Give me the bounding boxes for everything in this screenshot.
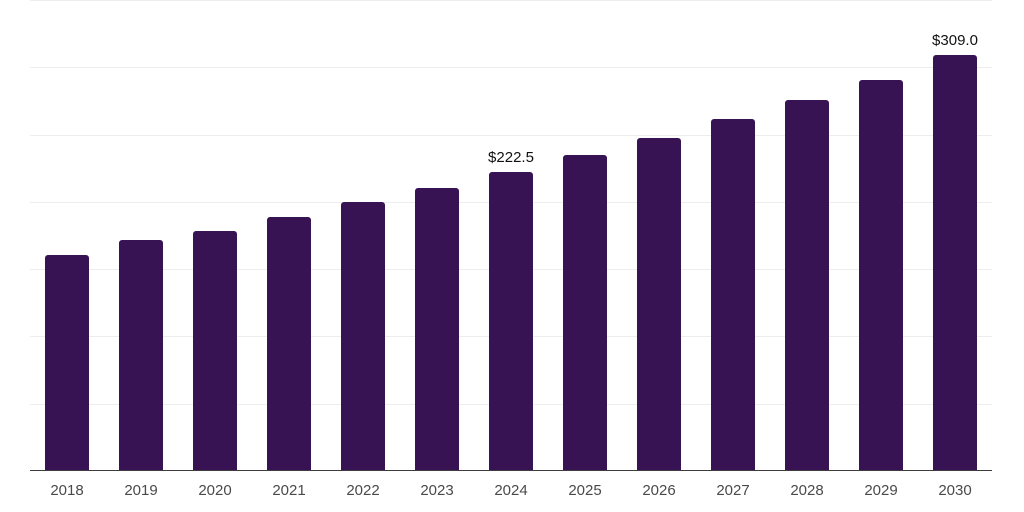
bar-2021 xyxy=(267,216,311,471)
bar-cell xyxy=(622,0,696,471)
x-axis-label-2023: 2023 xyxy=(420,482,454,499)
bar-cell: $222.5 xyxy=(474,0,548,471)
gridline xyxy=(30,134,992,136)
bar-2025 xyxy=(563,154,607,471)
x-axis-label-2028: 2028 xyxy=(790,482,824,499)
bar-cell xyxy=(30,0,104,471)
gridline xyxy=(30,0,992,1)
bar-cell xyxy=(326,0,400,471)
bar-2027 xyxy=(711,119,755,471)
x-axis-label-2024: 2024 xyxy=(494,482,528,499)
bar-2019 xyxy=(119,240,163,471)
bar-cell xyxy=(770,0,844,471)
bar-value-label-2030: $309.0 xyxy=(932,32,978,50)
bar-2022 xyxy=(341,201,385,471)
bar-2030 xyxy=(933,55,977,471)
bar-2026 xyxy=(637,137,681,471)
x-axis-label-2019: 2019 xyxy=(124,482,158,499)
bar-2024 xyxy=(489,171,533,471)
bar-cell xyxy=(178,0,252,471)
bar-2028 xyxy=(785,100,829,471)
x-axis-label-2029: 2029 xyxy=(864,482,898,499)
x-axis: 2018 2019 2020 2021 2022 2023 2024 2025 2026 2027… xyxy=(30,479,992,503)
x-axis-label-2022: 2022 xyxy=(346,482,380,499)
x-axis-label-2025: 2025 xyxy=(568,482,602,499)
x-axis-line xyxy=(30,470,992,471)
bar-value-label-2024: $222.5 xyxy=(488,148,534,166)
gridline xyxy=(30,67,992,69)
x-axis-label-2020: 2020 xyxy=(198,482,232,499)
bar-2020 xyxy=(193,231,237,471)
bar-2023 xyxy=(415,188,459,471)
bar-cell xyxy=(252,0,326,471)
x-axis-label-2030: 2030 xyxy=(938,482,972,499)
x-axis-label-2018: 2018 xyxy=(50,482,84,499)
bar-cell xyxy=(844,0,918,471)
bar-cell xyxy=(104,0,178,471)
x-axis-label-2027: 2027 xyxy=(716,482,750,499)
bar-2018 xyxy=(45,255,89,471)
bar-cell: $309.0 xyxy=(918,0,992,471)
x-axis-label-2026: 2026 xyxy=(642,482,676,499)
bars-row: $222.5 $309.0 xyxy=(30,0,992,471)
bar-2029 xyxy=(859,80,903,471)
x-axis-label-2021: 2021 xyxy=(272,482,306,499)
plot-area: $222.5 $309.0 xyxy=(30,0,992,471)
bar-cell xyxy=(400,0,474,471)
bar-cell xyxy=(696,0,770,471)
bar-cell xyxy=(548,0,622,471)
